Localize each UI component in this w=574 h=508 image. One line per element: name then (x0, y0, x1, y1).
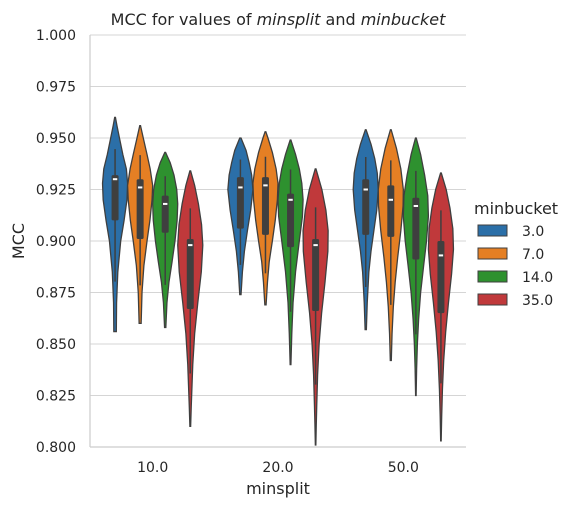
x-tick-label: 50.0 (388, 460, 419, 476)
violin-median (238, 186, 243, 189)
legend-entry-7.0: 7.0 (477, 247, 544, 263)
violin-median (313, 244, 318, 247)
x-axis-label: minsplit (246, 479, 310, 498)
y-tick-label: 0.950 (36, 131, 76, 147)
legend-entry-3.0: 3.0 (477, 224, 544, 240)
violin-median (288, 198, 293, 201)
title-part-1: minsplit (257, 10, 322, 29)
legend-swatch (477, 270, 508, 283)
title-part-2: and (320, 10, 360, 29)
legend-swatch (477, 224, 508, 237)
violin-iqr-box (412, 197, 420, 260)
violin-iqr-box (287, 193, 295, 248)
violin-iqr-box (236, 177, 244, 229)
x-tick-labels: 10.0 20.0 50.0 (137, 460, 419, 476)
legend-swatch (477, 293, 508, 306)
violin-50.0-3.0 (352, 129, 379, 331)
violin-20.0-7.0 (252, 131, 279, 306)
violin-10.0-7.0 (126, 124, 154, 325)
title-part-0: MCC for values of (111, 10, 257, 29)
y-tick-label: 0.975 (36, 80, 76, 96)
violin-iqr-box (161, 195, 169, 233)
violin-iqr-box (362, 179, 370, 235)
axes (89, 35, 466, 448)
y-tick-label: 0.900 (36, 234, 76, 250)
x-tick-label: 10.0 (137, 460, 168, 476)
y-tick-labels: 0.800 0.825 0.850 0.875 0.900 0.925 0.950 0.975… (36, 28, 76, 456)
violin-20.0-3.0 (227, 137, 254, 296)
legend-title: minbucket (474, 199, 558, 218)
legend-entry-14.0: 14.0 (477, 270, 553, 286)
violin-median (188, 244, 193, 247)
violin-10.0-35.0 (177, 170, 204, 428)
legend-label: 7.0 (522, 247, 544, 263)
x-tick-label: 20.0 (262, 460, 293, 476)
violin-median (413, 204, 419, 207)
violin-50.0-7.0 (377, 129, 404, 362)
violin-10.0-3.0 (101, 116, 129, 333)
legend-entry-35.0: 35.0 (477, 293, 553, 309)
violin-median (163, 202, 168, 205)
violin-iqr-box (111, 175, 119, 221)
y-tick-label: 0.875 (36, 286, 76, 302)
y-tick-label: 0.800 (36, 440, 76, 456)
violin-20.0-14.0 (277, 139, 304, 366)
violin-median (438, 254, 444, 257)
violin-iqr-box (437, 241, 445, 314)
violin-iqr-box (261, 177, 269, 235)
violin-median (137, 186, 143, 189)
violins (101, 116, 455, 446)
violin-50.0-14.0 (402, 137, 430, 397)
title-part-3: minbucket (361, 10, 446, 29)
chart-title: MCC for values of minsplit and minbucket (111, 10, 446, 29)
legend-label: 35.0 (522, 293, 553, 309)
violin-iqr-box (186, 238, 194, 309)
legend: minbucket 3.0 7.0 14.0 35.0 (474, 199, 558, 309)
violin-median (363, 188, 368, 191)
y-tick-label: 0.925 (36, 183, 76, 199)
violin-median (388, 198, 393, 201)
legend-label: 14.0 (522, 270, 553, 286)
y-tick-label: 0.850 (36, 337, 76, 353)
legend-label: 3.0 (522, 224, 544, 240)
violin-10.0-14.0 (152, 151, 179, 329)
y-axis-label: MCC (9, 223, 28, 259)
violin-20.0-35.0 (302, 168, 329, 446)
violin-median (112, 178, 118, 181)
violin-iqr-box (387, 185, 395, 237)
y-tick-label: 0.825 (36, 389, 76, 405)
violin-iqr-box (136, 179, 144, 239)
violin-median (263, 184, 268, 187)
y-tick-label: 1.000 (36, 28, 76, 44)
legend-swatch (477, 247, 508, 260)
violin-iqr-box (312, 238, 320, 312)
violin-50.0-35.0 (427, 172, 455, 442)
